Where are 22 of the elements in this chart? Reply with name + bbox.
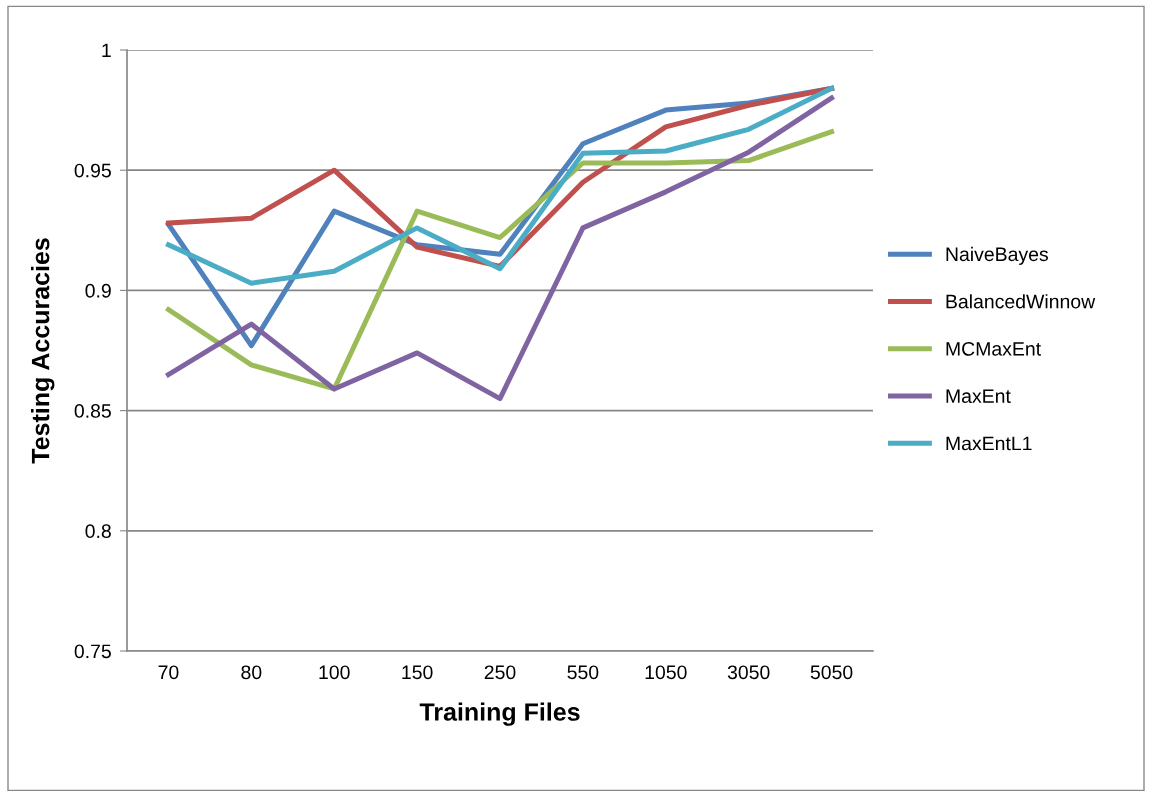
x-tick-label: 250 [484, 665, 516, 680]
y-tick-label: 0.95 [74, 163, 111, 178]
x-tick-label: 100 [319, 665, 350, 680]
x-tick-label: 80 [241, 665, 262, 680]
y-tick-label: 0.75 [74, 644, 111, 659]
x-tick-label: 150 [402, 665, 433, 680]
x-tick-label: 3050 [727, 665, 770, 680]
y-tick-label: 0.8 [85, 524, 111, 539]
legend-label: NaiveBayes [946, 246, 1048, 265]
x-axis-title: Training Files [419, 702, 580, 726]
y-tick-label: 0.85 [74, 404, 111, 418]
legend-label: BalancedWinnow [946, 294, 1096, 309]
x-tick-label: 70 [158, 665, 179, 680]
legend-label: MCMaxEnt [946, 341, 1041, 356]
x-tick-label: 550 [567, 665, 599, 680]
legend-label: MaxEntL1 [946, 436, 1032, 451]
legend-label: MaxEnt [946, 389, 1011, 404]
y-tick-label: 1 [102, 43, 111, 58]
x-tick-label: 1050 [645, 665, 687, 680]
y-tick-label: 0.9 [85, 283, 111, 298]
x-tick-label: 5050 [810, 665, 853, 680]
y-axis-title: Testing Accuracies [31, 238, 55, 464]
